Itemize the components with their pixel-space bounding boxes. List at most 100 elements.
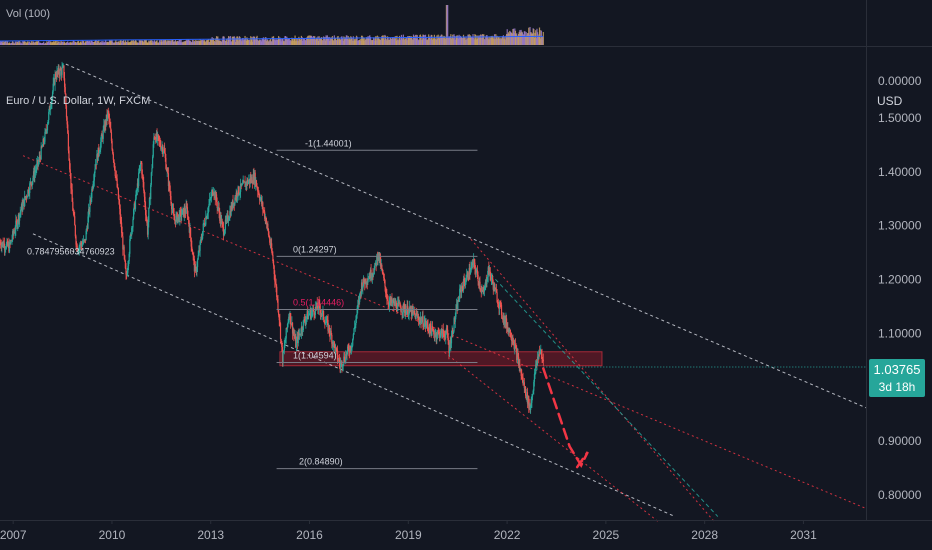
volume-bar	[446, 5, 448, 45]
candle-body	[217, 207, 219, 209]
volume-bar	[314, 39, 316, 45]
volume-bar	[26, 42, 28, 45]
candle-body	[526, 392, 529, 404]
candle-body	[20, 210, 22, 213]
volume-bar	[182, 41, 184, 45]
candle-body	[363, 277, 365, 283]
candle-body	[511, 340, 513, 342]
volume-bar	[505, 34, 508, 45]
candle-body	[282, 352, 284, 363]
volume-bar	[492, 35, 494, 45]
volume-bar	[521, 31, 523, 45]
volume-bar	[307, 35, 309, 45]
candle-body	[144, 196, 146, 207]
candle-body	[271, 251, 273, 255]
candle-body	[324, 322, 327, 325]
volume-bar	[429, 39, 432, 45]
candle-body	[341, 361, 343, 368]
candle-body	[218, 207, 220, 214]
candle-body	[107, 111, 109, 113]
volume-bar	[349, 39, 351, 45]
volume-bar	[120, 40, 122, 45]
volume-bar	[322, 36, 325, 45]
candle-body	[489, 267, 491, 275]
volume-bar	[410, 36, 413, 45]
candle-body	[232, 200, 234, 207]
volume-bar	[271, 41, 273, 45]
volume-bar	[118, 41, 120, 45]
last-price-badge: 1.03765 3d 18h	[869, 359, 925, 397]
candle-body	[146, 223, 149, 235]
candle-body	[352, 338, 354, 346]
volume-bar	[490, 38, 492, 45]
volume-bar	[19, 40, 21, 45]
volume-bar	[226, 38, 228, 45]
volume-bar	[542, 31, 544, 45]
candle-body	[486, 276, 489, 281]
volume-bar	[365, 39, 367, 45]
volume-bar	[46, 41, 48, 45]
volume-bar	[169, 40, 171, 45]
candle-body	[341, 366, 344, 368]
candle-body	[267, 223, 269, 229]
volume-bar	[117, 41, 119, 45]
volume-bar	[337, 36, 339, 45]
volume-bar	[393, 36, 396, 45]
candle-body	[291, 322, 294, 334]
x-tick-label: 2016	[296, 528, 323, 542]
volume-bar	[5, 43, 7, 45]
candle-body	[243, 181, 245, 182]
volume-bar	[115, 40, 117, 45]
candle-body	[269, 242, 271, 247]
volume-bar	[174, 41, 176, 45]
volume-bar	[347, 36, 349, 45]
volume-bar	[23, 41, 25, 45]
volume-bar	[346, 35, 348, 45]
volume-bar	[400, 38, 402, 45]
volume-bar	[431, 39, 434, 45]
volume-bar	[96, 40, 99, 45]
candle-body	[378, 252, 380, 256]
volume-bar	[394, 38, 396, 45]
volume-bar	[439, 35, 441, 45]
candle-body	[399, 303, 401, 308]
volume-bar	[243, 40, 245, 45]
volume-bar	[86, 41, 88, 45]
candle-body	[8, 243, 10, 252]
candle-body	[236, 192, 238, 198]
volume-bar	[417, 40, 420, 45]
candle-body	[367, 279, 369, 283]
volume-bar	[379, 40, 381, 45]
volume-bar	[18, 43, 20, 45]
volume-bar	[288, 38, 290, 45]
candle-body	[502, 317, 504, 320]
candle-body	[184, 208, 186, 213]
candle-body	[133, 203, 135, 210]
candle-body	[65, 94, 67, 106]
volume-bar	[47, 41, 49, 45]
volume-bar	[319, 38, 322, 45]
candle-body	[127, 261, 130, 267]
candle-body	[36, 163, 38, 170]
candle-body	[176, 213, 178, 216]
candle-body	[58, 74, 61, 77]
candle-body	[386, 295, 388, 300]
volume-bar	[540, 38, 542, 45]
volume-bar	[455, 36, 457, 45]
volume-bar	[88, 40, 90, 45]
volume-bar	[467, 35, 470, 45]
volume-bar	[25, 42, 28, 45]
volume-bar	[444, 39, 446, 45]
candle-body	[126, 274, 128, 276]
candle-body	[448, 344, 450, 354]
volume-bar	[274, 40, 277, 45]
volume-bar	[153, 41, 155, 45]
volume-bar	[192, 42, 194, 45]
candle-body	[169, 191, 171, 196]
candle-body	[354, 326, 356, 329]
candle-body	[523, 382, 525, 385]
candle-body	[286, 324, 289, 329]
candle-body	[390, 298, 392, 303]
volume-bar	[131, 40, 133, 45]
